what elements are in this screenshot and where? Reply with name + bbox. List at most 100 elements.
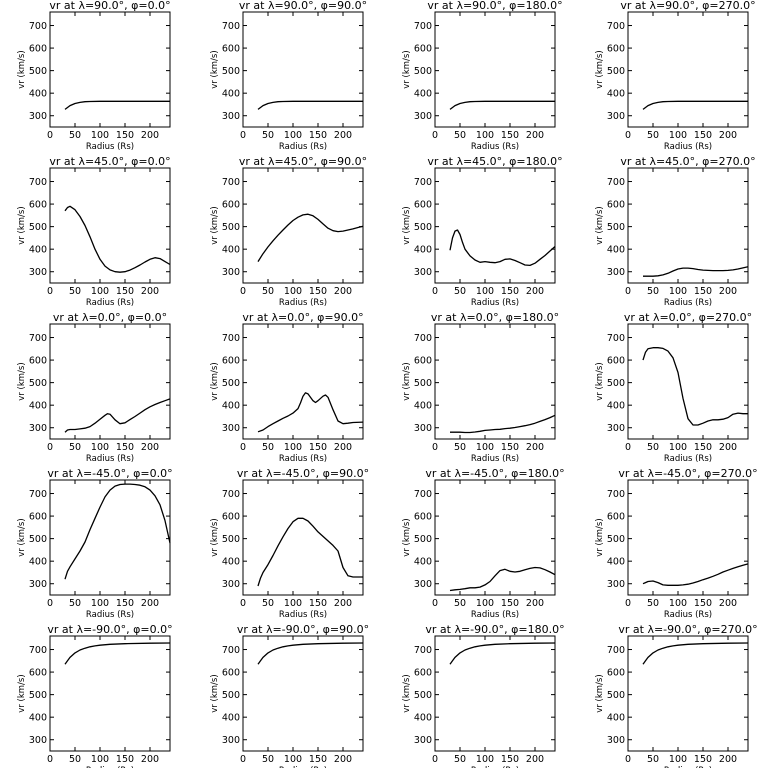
y-tick-label: 400 xyxy=(607,401,625,412)
x-tick-label: 100 xyxy=(284,442,302,453)
y-tick-label: 400 xyxy=(222,89,240,100)
y-tick-label: 700 xyxy=(414,645,432,656)
panel-4-2: vr at λ=-45.0°, φ=90.0° 0 50 100 150 200 300 40… xyxy=(210,467,369,620)
x-tick-label: 50 xyxy=(454,286,466,297)
x-tick-label: 50 xyxy=(647,442,659,453)
x-tick-label: 150 xyxy=(309,130,327,141)
y-tick-label: 500 xyxy=(222,378,240,389)
x-tick-label: 100 xyxy=(476,598,494,609)
x-tick-label: 50 xyxy=(69,442,81,453)
plot-frame xyxy=(49,167,171,284)
plot-frame xyxy=(49,11,171,128)
x-tick-label: 100 xyxy=(476,754,494,765)
series-line xyxy=(642,642,749,665)
x-axis-label: Radius (Rs) xyxy=(279,766,327,768)
x-tick-label: 100 xyxy=(91,130,109,141)
x-tick-label: 150 xyxy=(116,130,134,141)
panel-5-2: vr at λ=-90.0°, φ=90.0° 0 50 100 150 200 300 40… xyxy=(210,623,369,768)
x-tick-label: 50 xyxy=(454,130,466,141)
x-tick-label: 0 xyxy=(625,286,631,297)
panel-title: vr at λ=-45.0°, φ=270.0° xyxy=(618,467,757,480)
x-tick-label: 100 xyxy=(284,130,302,141)
panel-title: vr at λ=90.0°, φ=270.0° xyxy=(620,0,755,12)
y-tick-label: 600 xyxy=(222,512,240,523)
panel-3-3: vr at λ=0.0°, φ=180.0° 0 50 100 150 200 300 400… xyxy=(402,311,559,464)
y-tick-label: 500 xyxy=(414,66,432,77)
y-tick-label: 400 xyxy=(29,89,47,100)
x-tick-label: 50 xyxy=(69,130,81,141)
y-tick-label: 700 xyxy=(414,333,432,344)
x-tick-label: 50 xyxy=(262,754,274,765)
x-tick-label: 200 xyxy=(526,442,544,453)
x-tick-label: 100 xyxy=(669,130,687,141)
y-tick-label: 700 xyxy=(29,177,47,188)
y-tick-label: 300 xyxy=(222,111,240,122)
x-tick-label: 100 xyxy=(91,442,109,453)
y-tick-label: 500 xyxy=(222,66,240,77)
panel-1-4: vr at λ=90.0°, φ=270.0° 0 50 100 150 200 300 40… xyxy=(595,0,756,152)
y-tick-label: 300 xyxy=(222,735,240,746)
y-tick-label: 400 xyxy=(222,245,240,256)
x-axis-label: Radius (Rs) xyxy=(86,142,134,152)
x-tick-label: 150 xyxy=(309,598,327,609)
y-tick-label: 500 xyxy=(607,534,625,545)
x-axis-label: Radius (Rs) xyxy=(471,766,519,768)
panel-title: vr at λ=90.0°, φ=90.0° xyxy=(239,0,367,12)
y-axis-label: vr (km/s) xyxy=(595,206,605,244)
x-tick-label: 150 xyxy=(116,598,134,609)
y-tick-label: 500 xyxy=(414,378,432,389)
x-tick-label: 100 xyxy=(669,286,687,297)
x-tick-label: 100 xyxy=(669,598,687,609)
plot-frame xyxy=(434,167,556,284)
y-axis-label: vr (km/s) xyxy=(595,50,605,88)
y-tick-label: 400 xyxy=(607,245,625,256)
x-tick-label: 100 xyxy=(669,754,687,765)
plot-frame xyxy=(242,11,364,128)
y-tick-label: 500 xyxy=(29,378,47,389)
y-axis-label: vr (km/s) xyxy=(210,50,220,88)
panel-title: vr at λ=45.0°, φ=180.0° xyxy=(427,155,562,168)
series-line xyxy=(257,517,363,587)
y-tick-label: 600 xyxy=(414,512,432,523)
x-axis-label: Radius (Rs) xyxy=(471,298,519,308)
x-tick-label: 0 xyxy=(432,286,438,297)
y-axis-label: vr (km/s) xyxy=(210,518,220,556)
x-axis-label: Radius (Rs) xyxy=(279,610,327,620)
x-tick-label: 50 xyxy=(262,130,274,141)
x-tick-label: 200 xyxy=(141,286,159,297)
x-tick-label: 50 xyxy=(69,286,81,297)
x-tick-label: 50 xyxy=(454,442,466,453)
y-tick-label: 300 xyxy=(414,579,432,590)
x-tick-label: 200 xyxy=(526,598,544,609)
panel-4-1: vr at λ=-45.0°, φ=0.0° 0 50 100 150 200 300 400… xyxy=(17,467,173,620)
x-tick-label: 150 xyxy=(694,442,712,453)
panel-title: vr at λ=45.0°, φ=90.0° xyxy=(239,155,367,168)
y-axis-label: vr (km/s) xyxy=(402,50,412,88)
x-tick-label: 150 xyxy=(694,754,712,765)
y-tick-label: 300 xyxy=(607,423,625,434)
y-tick-label: 700 xyxy=(222,333,240,344)
y-tick-label: 300 xyxy=(414,423,432,434)
y-tick-label: 700 xyxy=(29,489,47,500)
y-tick-label: 400 xyxy=(29,245,47,256)
y-axis-label: vr (km/s) xyxy=(210,206,220,244)
plot-frame xyxy=(242,479,364,596)
y-tick-label: 700 xyxy=(414,21,432,32)
x-tick-label: 200 xyxy=(526,286,544,297)
y-tick-label: 300 xyxy=(414,267,432,278)
panel-title: vr at λ=0.0°, φ=90.0° xyxy=(242,311,363,324)
series-line xyxy=(64,205,171,273)
x-tick-label: 150 xyxy=(501,598,519,609)
x-tick-label: 150 xyxy=(694,130,712,141)
y-axis-label: vr (km/s) xyxy=(17,362,27,400)
panel-3-4: vr at λ=0.0°, φ=270.0° 0 50 100 150 200 300 400… xyxy=(595,311,752,464)
x-tick-label: 200 xyxy=(141,598,159,609)
y-tick-label: 400 xyxy=(29,401,47,412)
y-tick-label: 300 xyxy=(29,423,47,434)
series-line xyxy=(642,100,748,110)
y-axis-label: vr (km/s) xyxy=(17,518,27,556)
x-tick-label: 0 xyxy=(47,130,53,141)
x-tick-label: 150 xyxy=(309,442,327,453)
x-tick-label: 100 xyxy=(284,754,302,765)
x-tick-label: 50 xyxy=(69,754,81,765)
